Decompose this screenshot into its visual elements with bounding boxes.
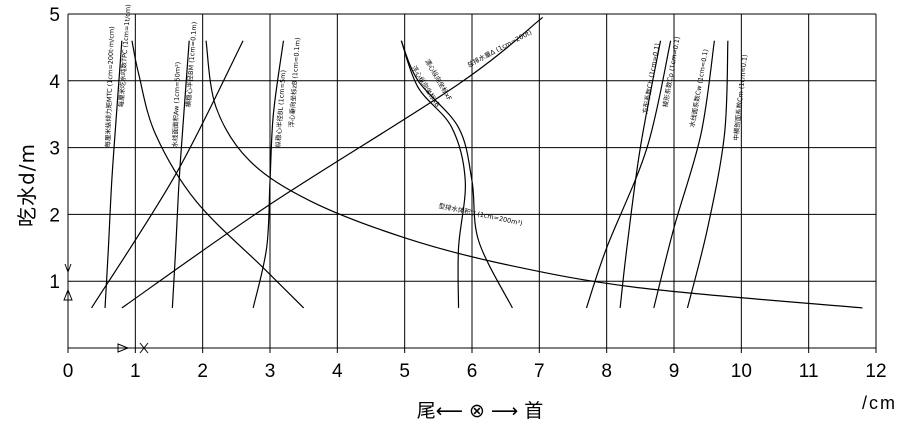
curve-line [131,40,305,309]
x-tick-label: 10 [731,361,752,382]
x-arrow-head [117,343,130,353]
curve-line [205,40,863,309]
y-tick-label: 5 [49,5,60,26]
x-tick-label: 9 [669,361,680,382]
y-marker-b [64,263,69,273]
curve-line [121,16,544,309]
curve-line [653,40,715,309]
curve-label: 纵稳心半径BL (1cm=5m) [273,70,287,148]
curve-label: 每厘米纵倾力矩MTC (1cm=200t·m/cm) [103,26,116,148]
curve-line [400,40,513,309]
x-axis-label: 尾⟵ ⊗ ⟶ 首 [417,400,544,422]
curve-labels: 每厘米纵倾力矩MTC (1cm=200t·m/cm) 每厘米吃水吨数TPC (1c… [103,4,749,228]
x-tick-label: 5 [399,361,410,382]
curve-label: 总排水量Δ (1cm=200t) [465,27,533,69]
y-tick-label: 3 [49,139,60,160]
curve-label: 横稳心半径BM (1cm=0.1m) [184,21,199,107]
x-tick-label: 6 [467,361,478,382]
curve-label: 水线面系数Cw (1cm=0.1) [687,48,710,128]
x-tick-label: 8 [601,361,612,382]
x-tick-label: 11 [799,361,819,382]
curve-line [619,40,662,308]
grid [68,13,877,348]
curve-line [400,40,466,308]
curve-label: 每厘米吃水吨数TPC (1cm=1t/cm) [116,4,132,108]
curve-line [686,40,729,309]
x-tick-label: 2 [197,361,208,382]
curve-line [91,40,244,309]
x-tick-label: 0 [63,361,74,382]
x-marker-b [139,342,149,354]
curve-label: 浮心垂向坐标zB (1cm=0.1m) [287,37,302,128]
curve-label: 水线面面积Aw (1cm=50m²) [170,62,182,148]
y-marker-a [67,263,72,273]
y-tick-label: 4 [49,72,60,93]
x-tick-label: 3 [265,361,276,382]
x-tick-label: 12 [865,361,886,382]
y-tick-label: 1 [49,272,60,293]
curve-label: 棱形系数Cp (1cm=0.1) [660,36,681,108]
x-tick-label: 7 [534,361,545,382]
y-tick-label: 2 [49,205,60,226]
x-tick-label: 1 [130,361,141,382]
x-axis-unit: /cm [862,393,897,413]
curve-line [171,40,190,308]
curves [91,16,863,309]
curve-label: 中横剖面系数Cm (1cm=0.1) [731,54,749,141]
x-tick-label: 4 [332,361,343,382]
y-arrow-head [63,288,73,301]
curve-line [585,40,672,309]
y-axis-label: 吃水d/m [15,143,39,227]
curve-line [104,40,123,308]
curve-line [252,40,285,309]
